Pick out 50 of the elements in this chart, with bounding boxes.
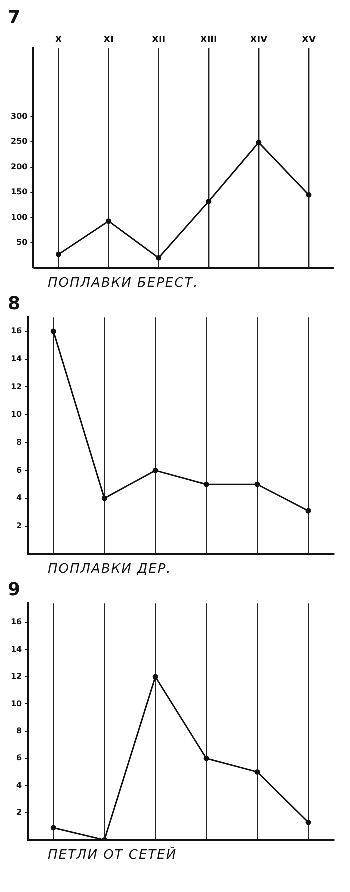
point (106, 218, 112, 224)
point (56, 252, 62, 258)
y-tick-label: 6 (16, 466, 23, 475)
y-tick-label: 4 (16, 494, 23, 503)
point (306, 508, 312, 514)
x-axis-title: ПЕТЛИ ОТ СЕТЕЙ (47, 848, 178, 865)
point (306, 192, 312, 198)
y-tick-label: 14 (10, 644, 23, 654)
point (50, 328, 56, 334)
y-tick-label: 12 (10, 672, 22, 682)
y-tick-label: 16 (10, 618, 23, 627)
y-tick-label: 2 (16, 808, 22, 818)
x-axis-title: ПОПЛАВКИ БЕРЕСТ. (47, 276, 200, 293)
x-tick-label: X (55, 35, 62, 46)
point (254, 769, 260, 775)
point (206, 198, 212, 204)
point (204, 482, 210, 488)
point (152, 674, 158, 680)
y-tick-label: 6 (16, 754, 23, 763)
y-tick-label: 250 (10, 137, 28, 146)
x-tick-label: XIII (200, 35, 218, 46)
y-tick-label: 50 (16, 238, 28, 248)
point (152, 468, 158, 474)
y-tick-label: 14 (10, 354, 23, 364)
point (256, 140, 262, 146)
y-tick-label: 200 (10, 162, 28, 172)
y-tick-label: 8 (16, 726, 23, 736)
point (204, 756, 210, 762)
y-tick-label: 12 (10, 382, 22, 392)
y-tick-label: 150 (10, 188, 28, 197)
point (102, 496, 108, 502)
point (306, 820, 312, 826)
x-tick-label: XI (104, 35, 114, 46)
point (254, 482, 260, 488)
point (50, 825, 56, 831)
y-tick-label: 10 (10, 699, 23, 708)
y-tick-label: 16 (10, 326, 23, 336)
x-tick-label: XII (152, 35, 166, 46)
x-tick-label: XIV (250, 35, 268, 46)
y-tick-label: 300 (10, 112, 28, 122)
y-tick-label: 100 (10, 212, 28, 222)
chart-title: 9 (8, 579, 21, 600)
y-tick-label: 4 (16, 780, 23, 790)
y-tick-label: 10 (10, 410, 23, 420)
y-tick-label: 8 (16, 438, 23, 447)
point (156, 255, 162, 261)
y-tick-label: 2 (16, 521, 22, 530)
x-tick-label: XV (302, 35, 316, 46)
x-axis-title: ПОПЛАВКИ ДЕР. (47, 562, 173, 579)
chart-title: 7 (8, 7, 21, 28)
